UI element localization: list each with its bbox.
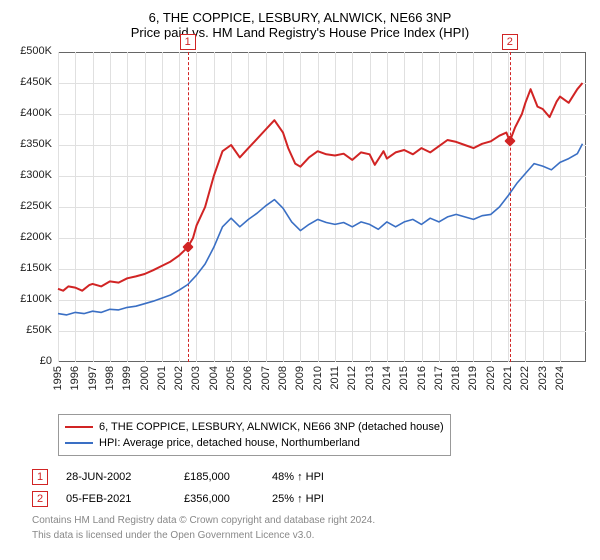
title-line1: 6, THE COPPICE, LESBURY, ALNWICK, NE66 3… [10, 10, 590, 25]
event-date: 05-FEB-2021 [66, 493, 166, 505]
x-tick-label: 2004 [208, 366, 220, 390]
event-number-box: 1 [32, 469, 48, 485]
legend-item: 6, THE COPPICE, LESBURY, ALNWICK, NE66 3… [65, 419, 444, 435]
x-tick-label: 2016 [416, 366, 428, 390]
x-tick-label: 2007 [260, 366, 272, 390]
x-tick-label: 2008 [277, 366, 289, 390]
legend-swatch [65, 442, 93, 445]
x-tick-label: 1995 [52, 366, 64, 390]
x-tick-label: 2019 [467, 366, 479, 390]
x-tick-label: 2005 [225, 366, 237, 390]
x-tick-label: 2014 [381, 366, 393, 390]
footer-line2: This data is licensed under the Open Gov… [32, 529, 590, 542]
x-tick-label: 2006 [242, 366, 254, 390]
x-tick-label: 2020 [485, 366, 497, 390]
series-hpi [58, 144, 583, 315]
event-pct: 25% ↑ HPI [272, 493, 372, 505]
event-pct: 48% ↑ HPI [272, 471, 372, 483]
event-date: 28-JUN-2002 [66, 471, 166, 483]
x-tick-label: 2023 [537, 366, 549, 390]
x-tick-label: 2018 [450, 366, 462, 390]
legend-item: HPI: Average price, detached house, Nort… [65, 435, 444, 451]
x-tick-label: 2024 [554, 366, 566, 390]
event-price: £356,000 [184, 493, 254, 505]
chart-lines [10, 48, 588, 364]
x-tick-label: 1999 [121, 366, 133, 390]
x-tick-label: 2022 [519, 366, 531, 390]
x-tick-label: 2000 [139, 366, 151, 390]
legend-label: 6, THE COPPICE, LESBURY, ALNWICK, NE66 3… [99, 421, 444, 433]
x-tick-label: 2012 [346, 366, 358, 390]
x-tick-label: 1996 [69, 366, 81, 390]
x-tick-label: 2021 [502, 366, 514, 390]
event-price: £185,000 [184, 471, 254, 483]
footer-line1: Contains HM Land Registry data © Crown c… [32, 514, 590, 527]
x-tick-label: 2011 [329, 366, 341, 390]
legend-swatch [65, 426, 93, 429]
event-table: 1 28-JUN-2002 £185,000 48% ↑ HPI 2 05-FEB-202… [32, 466, 590, 510]
event-row: 2 05-FEB-2021 £356,000 25% ↑ HPI [32, 488, 590, 510]
x-tick-label: 2013 [364, 366, 376, 390]
legend: 6, THE COPPICE, LESBURY, ALNWICK, NE66 3… [58, 414, 451, 456]
x-tick-label: 2003 [190, 366, 202, 390]
event-row: 1 28-JUN-2002 £185,000 48% ↑ HPI [32, 466, 590, 488]
x-tick-label: 2010 [312, 366, 324, 390]
series-price_paid [58, 83, 583, 291]
event-number-box: 2 [32, 491, 48, 507]
chart: £0£50K£100K£150K£200K£250K£300K£350K£400… [10, 48, 590, 408]
x-tick-label: 2017 [433, 366, 445, 390]
x-tick-label: 2002 [173, 366, 185, 390]
x-tick-label: 2001 [156, 366, 168, 390]
x-tick-label: 2009 [294, 366, 306, 390]
legend-label: HPI: Average price, detached house, Nort… [99, 437, 360, 449]
x-tick-label: 1997 [87, 366, 99, 390]
x-tick-label: 2015 [398, 366, 410, 390]
x-tick-label: 1998 [104, 366, 116, 390]
